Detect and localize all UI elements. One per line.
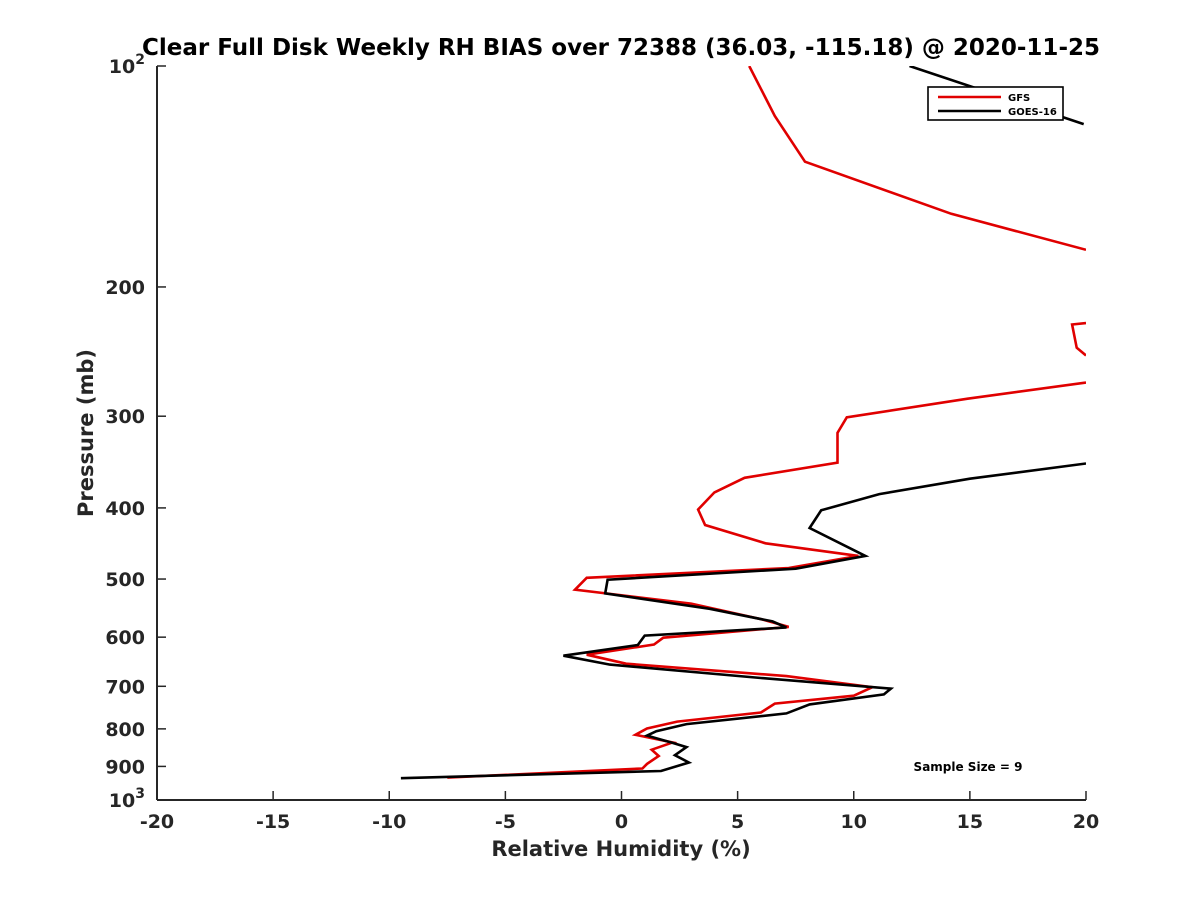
x-tick-label: 20 — [1073, 811, 1099, 833]
y-tick-label: 200 — [105, 277, 145, 299]
series-line-1 — [447, 66, 1086, 779]
y-axis-label: Pressure (mb) — [74, 349, 98, 517]
y-tick-label: 400 — [105, 498, 145, 520]
chart-title: Clear Full Disk Weekly RH BIAS over 7238… — [142, 35, 1100, 61]
legend: GFS GOES-16 — [927, 86, 1064, 121]
y-tick-label: 700 — [105, 676, 145, 698]
y-tick-label: 300 — [105, 406, 145, 428]
y-tick-label: 900 — [105, 756, 145, 778]
legend-label-1: GFS — [1008, 93, 1030, 104]
y-tick-label: 600 — [105, 627, 145, 649]
legend-label-2: GOES-16 — [1008, 107, 1057, 118]
y-tick-label: 500 — [105, 569, 145, 591]
sample-size-annotation: Sample Size = 9 — [914, 760, 1023, 774]
x-tick-label: 5 — [731, 811, 744, 833]
tick-labels: -20 -15 -10 -5 0 5 10 15 20 102 200 300 400 500 600 700… — [105, 52, 1099, 833]
x-tick-label: 10 — [841, 811, 867, 833]
series-line-2 — [400, 66, 1086, 780]
series-layer — [400, 66, 1086, 780]
x-tick-label: -15 — [256, 811, 290, 833]
axes — [156, 65, 1087, 801]
x-tick-label: -5 — [495, 811, 516, 833]
x-tick-label: -20 — [140, 811, 174, 833]
y-tick-label: 800 — [105, 719, 145, 741]
x-axis-label: Relative Humidity (%) — [491, 837, 750, 861]
x-tick-label: -10 — [372, 811, 406, 833]
y-tick-label: 103 — [109, 786, 145, 812]
y-tick-label: 102 — [109, 52, 145, 78]
x-tick-label: 15 — [957, 811, 983, 833]
legend-box — [927, 86, 1064, 121]
x-tick-label: 0 — [615, 811, 628, 833]
